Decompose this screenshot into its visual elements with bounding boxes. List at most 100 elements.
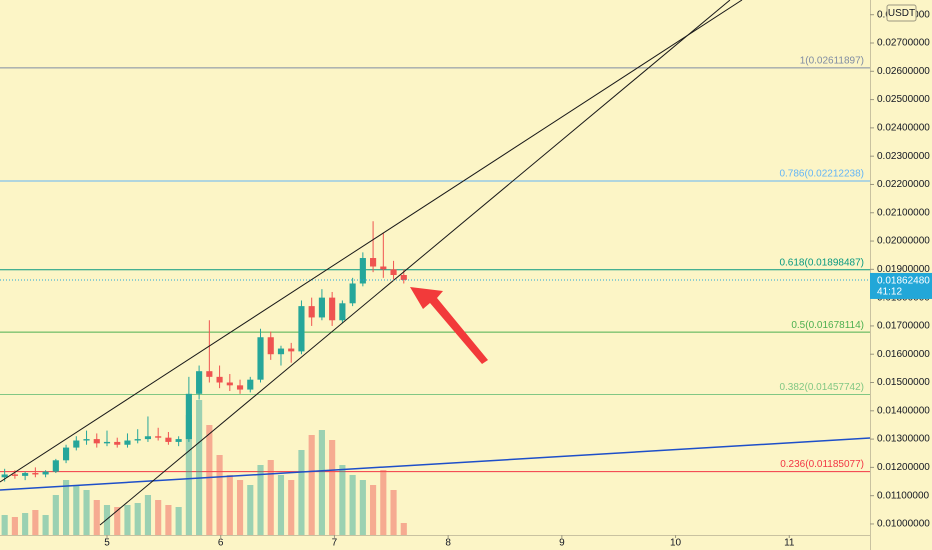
volume-bar — [226, 475, 233, 535]
volume-bar — [298, 450, 305, 535]
candle-body — [83, 439, 90, 441]
candle-body — [339, 303, 346, 321]
y-tick-label: 0.02100000 — [877, 207, 930, 218]
y-tick-label: 0.01900000 — [877, 264, 930, 275]
volume-bar — [124, 505, 131, 535]
volume-bar — [175, 507, 182, 535]
y-tick-label: 0.01300000 — [877, 434, 930, 445]
y-tick-label: 0.02700000 — [877, 38, 930, 49]
volume-bar — [308, 435, 315, 535]
fib-label: 0.618(0.01898487) — [779, 257, 864, 268]
candles — [1, 221, 407, 482]
y-tick-label: 0.01500000 — [877, 377, 930, 388]
volume-bar — [42, 515, 49, 535]
volume-bar — [52, 495, 59, 535]
candle-body — [165, 437, 172, 442]
volume-bar — [267, 460, 274, 535]
volume-bar — [390, 490, 397, 535]
volume-bar — [288, 480, 295, 535]
trend-line — [0, 0, 743, 483]
candle-body — [318, 297, 325, 318]
volume-bar — [22, 513, 29, 535]
candle-body — [134, 439, 141, 441]
volume-bar — [1, 515, 8, 535]
volume-bar — [185, 415, 192, 535]
fib-label: 0.5(0.01678114) — [791, 320, 864, 331]
x-tick-label: 7 — [332, 538, 338, 549]
y-tick-label: 0.02300000 — [877, 151, 930, 162]
fib-label: 1(0.02611897) — [800, 56, 864, 67]
last-price-label: 0.01862480 — [877, 276, 930, 287]
y-tick-label: 0.01000000 — [877, 519, 930, 530]
candle-body — [22, 473, 29, 476]
candle-body — [298, 306, 305, 352]
volume-bar — [134, 503, 141, 535]
trend-line — [0, 437, 871, 491]
candle-body — [1, 474, 8, 478]
y-tick-label: 0.01600000 — [877, 349, 930, 360]
time-axis: 5 6 7 8 9 10 11 — [104, 535, 795, 549]
currency: USDT — [888, 8, 915, 19]
fib-label: 0.786(0.02212238) — [779, 169, 864, 180]
y-tick-label: 0.02400000 — [877, 123, 930, 134]
volume-bar — [236, 480, 244, 535]
candle-body — [370, 258, 377, 267]
y-tick-label: 0.01200000 — [877, 462, 930, 473]
volume-bar — [103, 505, 111, 535]
x-tick-label: 5 — [104, 538, 110, 549]
y-tick-label: 0.01400000 — [877, 405, 930, 416]
x-tick-label: 11 — [784, 538, 795, 549]
volume-bar — [380, 470, 387, 535]
volume-bar — [11, 517, 18, 535]
candle-body — [196, 371, 203, 394]
volume-bar — [32, 510, 39, 535]
candle-body — [175, 439, 182, 442]
volume-bar — [114, 507, 121, 535]
candle-body — [206, 371, 213, 377]
y-tick-label: 0.01100000 — [877, 490, 930, 501]
candle-body — [400, 274, 407, 280]
fib-label: 0.382(0.01457742) — [779, 382, 864, 393]
volume-bar — [62, 480, 70, 535]
volume-bar — [318, 430, 325, 535]
candle-body — [11, 474, 18, 476]
candle-body — [257, 337, 264, 380]
y-tick-label: 0.02200000 — [877, 179, 930, 190]
volume-bar — [400, 523, 407, 535]
candle-body — [216, 376, 223, 383]
candle-body — [73, 440, 80, 448]
volume-bar — [359, 480, 366, 535]
candle-body — [380, 266, 387, 270]
candle-body — [185, 393, 192, 440]
candle-body — [52, 460, 59, 472]
fib-label: 0.236(0.01185077) — [780, 459, 864, 470]
volume-bar — [370, 485, 377, 535]
candle-body — [288, 348, 295, 352]
currency-badge — [886, 4, 917, 22]
x-tick-label: 8 — [445, 538, 451, 549]
y-tick-label: 0.02000000 — [877, 236, 930, 247]
x-tick-label: 9 — [559, 538, 565, 549]
candle-body — [349, 283, 356, 304]
candle-body — [226, 382, 233, 386]
candle-body — [103, 441, 111, 444]
candle-body — [329, 297, 336, 321]
trend-line — [99, 0, 731, 526]
candle-body — [236, 385, 244, 390]
candle-body — [247, 379, 254, 390]
volume-bar — [329, 440, 336, 535]
candle-body — [144, 436, 152, 440]
volume-bar — [206, 425, 213, 535]
y-tick-label: 0.02500000 — [877, 94, 930, 105]
volume-bar — [339, 465, 346, 535]
volume-bar — [83, 490, 90, 535]
candle-body — [124, 440, 131, 445]
y-tick-label: 0.02600000 — [877, 66, 930, 77]
volume-bar — [93, 500, 100, 535]
volume-bar — [247, 485, 254, 535]
candle-body — [390, 269, 397, 275]
volume-bar — [349, 475, 356, 535]
volume-bar — [257, 465, 264, 535]
